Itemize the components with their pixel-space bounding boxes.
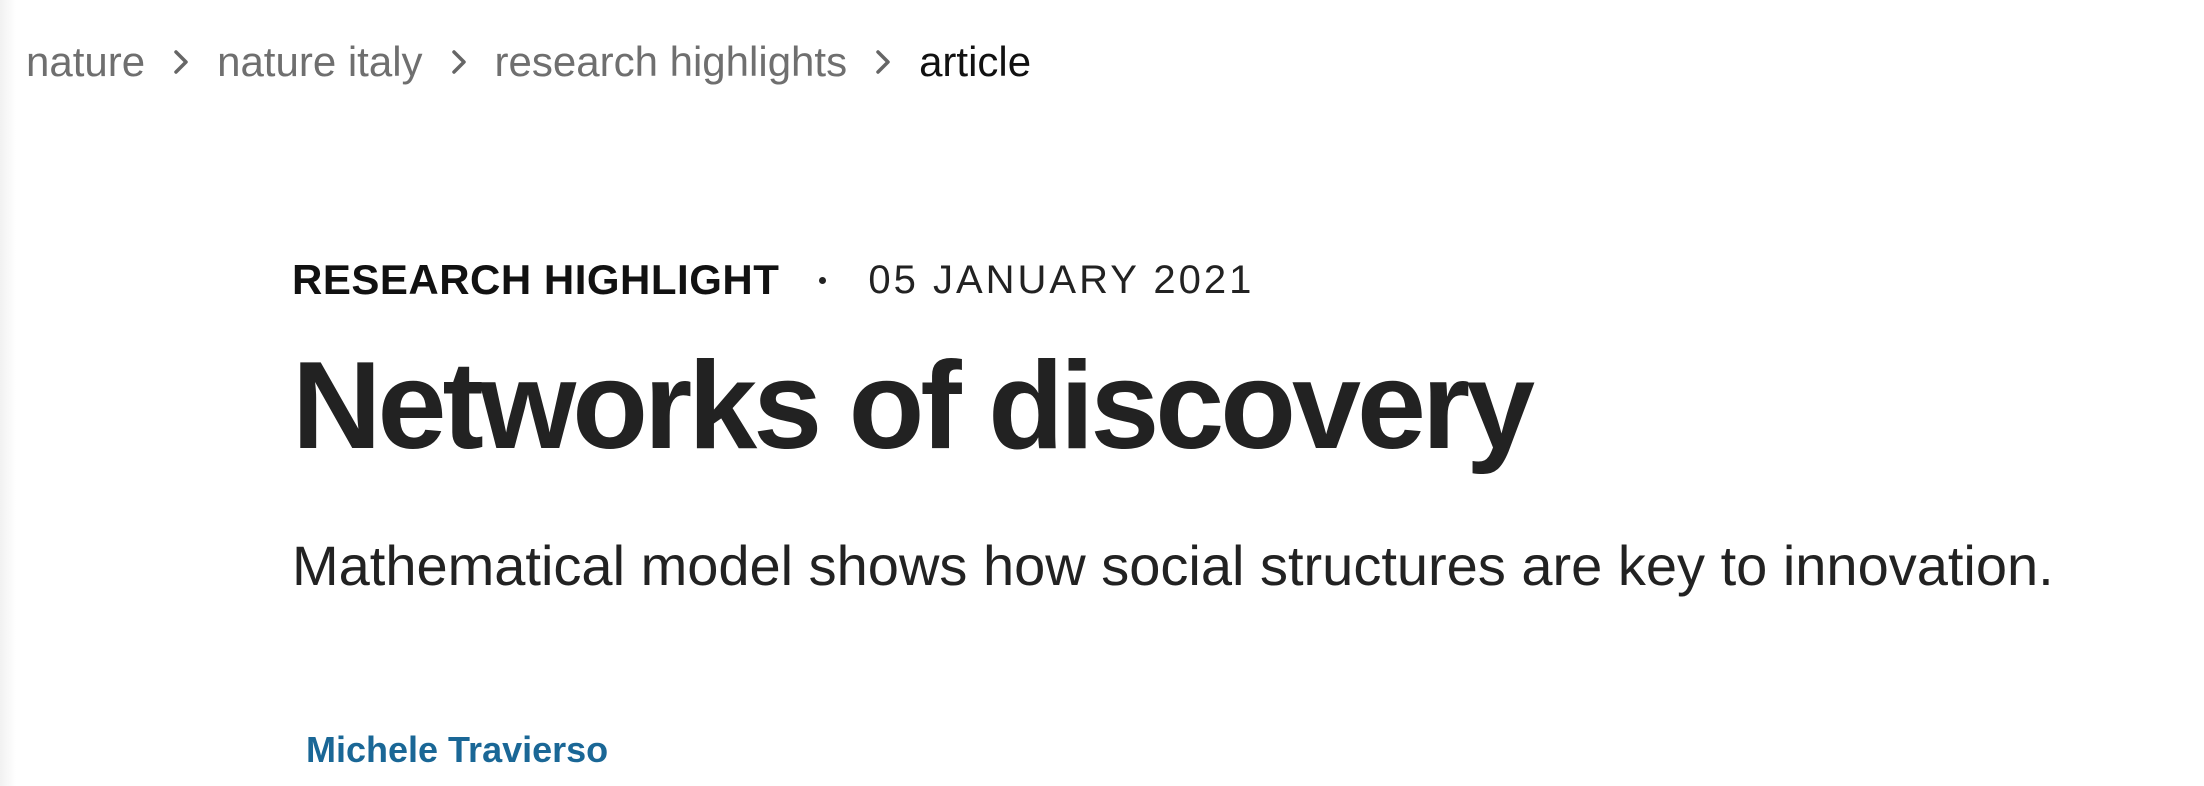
- chevron-right-icon: [847, 34, 919, 90]
- left-edge-shadow: [0, 0, 16, 786]
- breadcrumb-item-research-highlights[interactable]: research highlights: [494, 38, 848, 85]
- breadcrumb-item-nature-italy[interactable]: nature italy: [217, 38, 423, 85]
- publication-date: 05 JANUARY 2021: [868, 257, 1255, 302]
- article-header: RESEARCH HIGHLIGHT 05 JANUARY 2021 Netwo…: [292, 250, 2192, 600]
- breadcrumb-item-nature[interactable]: nature: [26, 38, 146, 85]
- chevron-right-icon: [423, 34, 495, 90]
- article-title: Networks of discovery: [292, 337, 1535, 475]
- chevron-right-icon: [145, 34, 217, 90]
- breadcrumb: nature nature italy research highlights …: [26, 34, 1031, 90]
- article-type: RESEARCH HIGHLIGHT: [292, 256, 780, 303]
- article-standfirst: Mathematical model shows how social stru…: [292, 534, 2054, 597]
- author-link[interactable]: Michele Travierso: [306, 729, 609, 770]
- separator-dot: [819, 276, 827, 284]
- breadcrumb-item-article: article: [919, 38, 1032, 85]
- article-meta: RESEARCH HIGHLIGHT 05 JANUARY 2021: [292, 250, 2192, 310]
